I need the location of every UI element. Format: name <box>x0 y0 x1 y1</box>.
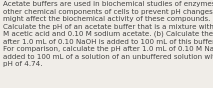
Text: Acetate buffers are used in biochemical studies of enzymes and
other chemical co: Acetate buffers are used in biochemical … <box>3 1 213 67</box>
